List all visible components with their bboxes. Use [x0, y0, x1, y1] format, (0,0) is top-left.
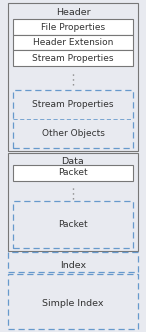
- Text: Packet: Packet: [58, 168, 88, 177]
- Bar: [8, 252, 138, 272]
- Text: Packet: Packet: [58, 220, 88, 229]
- Bar: [13, 35, 133, 50]
- Text: Header Extension: Header Extension: [33, 38, 113, 47]
- Text: Stream Properties: Stream Properties: [32, 100, 114, 109]
- Text: File Properties: File Properties: [41, 23, 105, 32]
- Bar: [13, 90, 133, 148]
- Bar: [13, 19, 133, 35]
- Text: Other Objects: Other Objects: [42, 129, 104, 138]
- Text: Header: Header: [56, 8, 90, 17]
- Text: Data: Data: [62, 157, 84, 166]
- Bar: [13, 50, 133, 66]
- Text: Index: Index: [60, 261, 86, 270]
- Bar: [13, 165, 133, 181]
- Bar: [8, 153, 138, 251]
- Bar: [8, 3, 138, 151]
- Text: Simple Index: Simple Index: [42, 299, 104, 308]
- Bar: [13, 201, 133, 248]
- Text: Stream Properties: Stream Properties: [32, 54, 114, 63]
- Bar: [8, 274, 138, 329]
